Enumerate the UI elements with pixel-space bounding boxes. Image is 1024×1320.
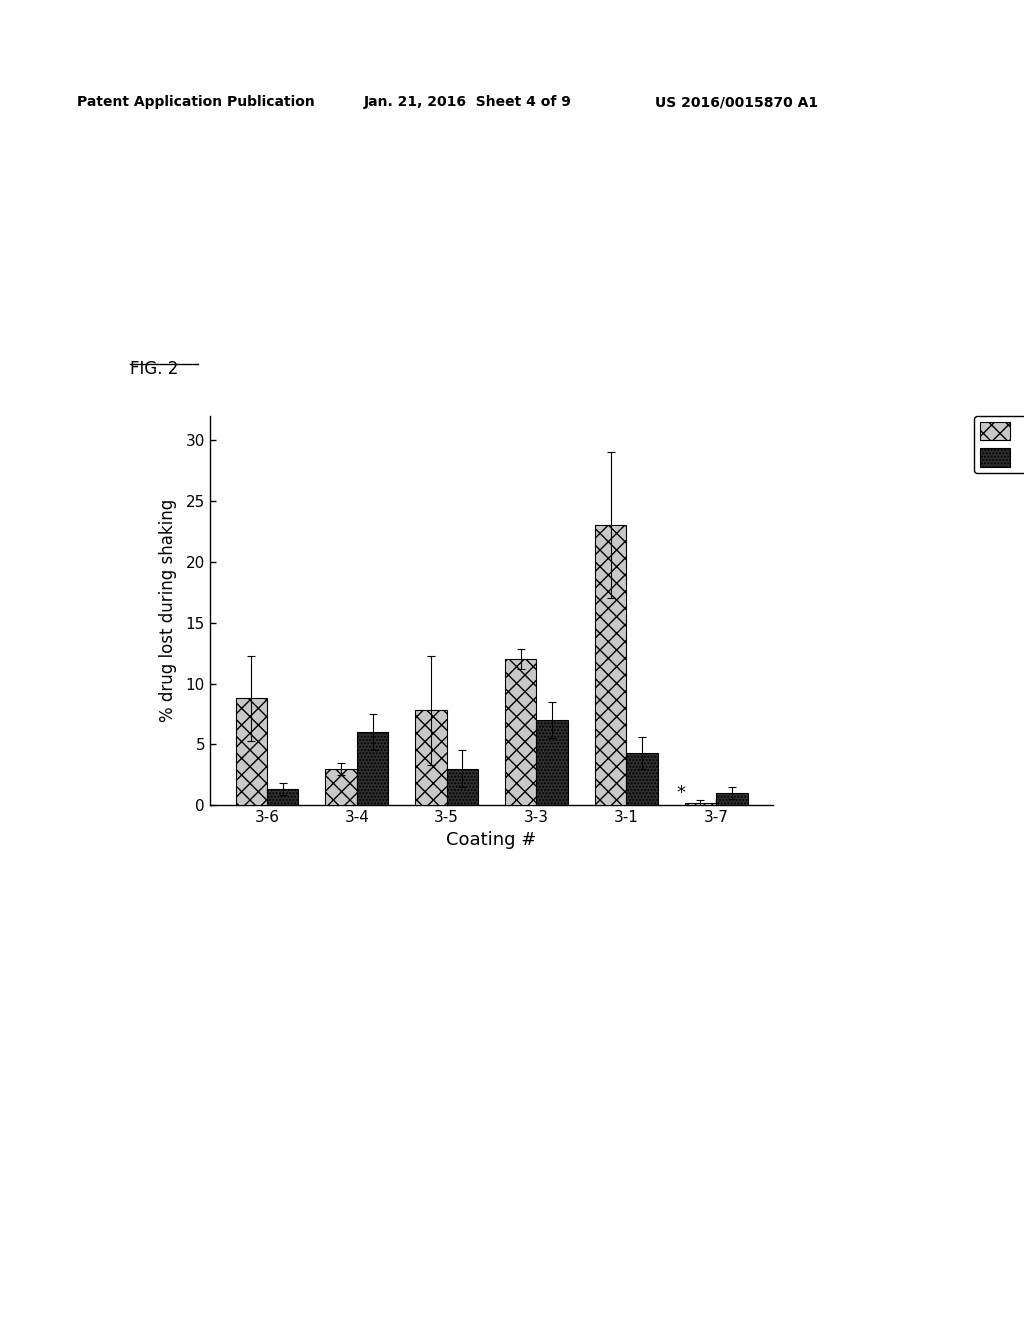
- Y-axis label: % drug lost during shaking: % drug lost during shaking: [160, 499, 177, 722]
- Text: *: *: [676, 784, 685, 803]
- Bar: [446, 768, 478, 805]
- Bar: [236, 698, 267, 805]
- Bar: [505, 659, 537, 805]
- Text: FIG. 2: FIG. 2: [130, 360, 178, 379]
- Bar: [267, 789, 298, 805]
- Bar: [627, 752, 657, 805]
- Bar: [326, 768, 356, 805]
- Bar: [415, 710, 446, 805]
- Bar: [595, 525, 627, 805]
- Legend: nylon, ePTFE: nylon, ePTFE: [974, 416, 1024, 473]
- Text: US 2016/0015870 A1: US 2016/0015870 A1: [655, 95, 818, 110]
- Bar: [685, 804, 716, 805]
- Text: Patent Application Publication: Patent Application Publication: [77, 95, 314, 110]
- X-axis label: Coating #: Coating #: [446, 830, 537, 849]
- Text: Jan. 21, 2016  Sheet 4 of 9: Jan. 21, 2016 Sheet 4 of 9: [364, 95, 571, 110]
- Bar: [716, 793, 748, 805]
- Bar: [537, 719, 568, 805]
- Bar: [356, 733, 388, 805]
